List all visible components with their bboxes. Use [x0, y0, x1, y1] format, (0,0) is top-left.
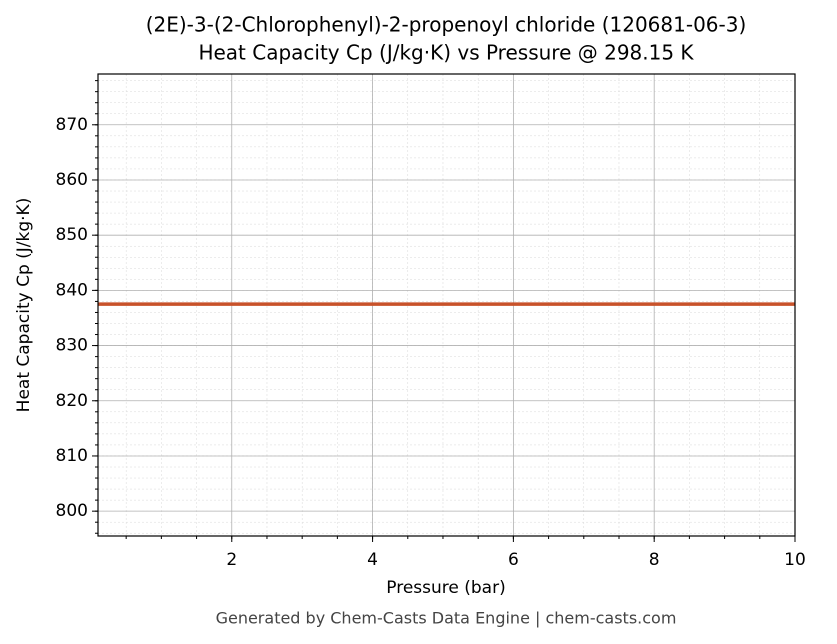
x-tick-label: 6: [508, 550, 519, 570]
y-tick-label: 820: [56, 391, 88, 411]
y-tick-label: 870: [56, 115, 88, 135]
y-tick-label: 830: [56, 336, 88, 356]
y-tick-label: 860: [56, 170, 88, 190]
y-tick-label: 810: [56, 446, 88, 466]
x-tick-label: 10: [784, 550, 806, 570]
y-axis-label: Heat Capacity Cp (J/kg·K): [14, 198, 34, 413]
chart-subtitle: Heat Capacity Cp (J/kg·K) vs Pressure @ …: [198, 41, 694, 65]
footer: Generated by Chem-Casts Data Engine | ch…: [216, 609, 677, 628]
x-tick-label: 8: [649, 550, 660, 570]
x-tick-label: 2: [226, 550, 237, 570]
x-tick-label: 4: [367, 550, 378, 570]
x-axis-label: Pressure (bar): [386, 578, 505, 598]
plot-frame: [97, 73, 796, 537]
y-tick-label: 850: [56, 225, 88, 245]
y-tick-label: 840: [56, 280, 88, 300]
y-tick-label: 800: [56, 501, 88, 521]
chart-title: (2E)-3-(2-Chlorophenyl)-2-propenoyl chlo…: [146, 13, 747, 37]
